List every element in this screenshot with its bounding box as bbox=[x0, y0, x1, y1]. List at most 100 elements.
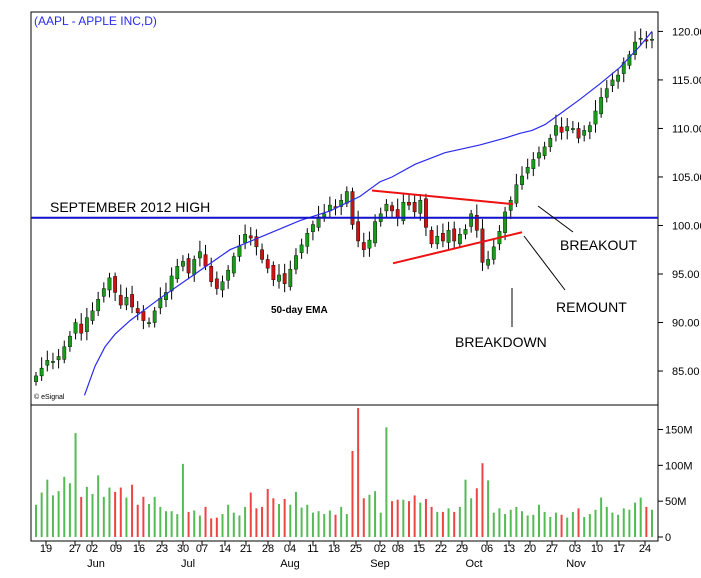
candle-body bbox=[214, 278, 219, 289]
volume-bar bbox=[537, 504, 540, 537]
volume-panel bbox=[30, 404, 659, 542]
candle-body bbox=[576, 128, 581, 139]
price-tick-label: 115.00 bbox=[672, 75, 701, 87]
candle-body bbox=[231, 256, 236, 274]
volume-bar bbox=[600, 497, 603, 537]
candle-body bbox=[294, 255, 298, 270]
volume-bar bbox=[588, 514, 591, 537]
month-label: Sep bbox=[370, 558, 390, 570]
volume-bar bbox=[458, 506, 461, 537]
candle-body bbox=[542, 146, 547, 156]
volume-bar bbox=[628, 509, 631, 537]
breakout-pointer bbox=[537, 205, 574, 233]
candle-body bbox=[90, 310, 95, 321]
volume-bar bbox=[611, 512, 614, 537]
date-tick-label: 07 bbox=[196, 543, 208, 555]
volume-bar bbox=[102, 496, 105, 537]
date-tick-label: 19 bbox=[40, 543, 52, 555]
volume-bar bbox=[622, 508, 625, 537]
volume-bar bbox=[639, 497, 642, 537]
volume-bar bbox=[374, 491, 377, 537]
candle-body bbox=[503, 211, 507, 233]
candle-body bbox=[508, 200, 513, 211]
price-axis: 120.00 115.00 110.00 105.00 100.00 95.00 90.00… bbox=[658, 26, 701, 378]
volume-bar bbox=[571, 511, 574, 537]
candle-body bbox=[463, 229, 468, 235]
september-2012-high-label: SEPTEMBER 2012 HIGH bbox=[50, 199, 210, 215]
volume-bar bbox=[554, 512, 557, 537]
ema-50-line bbox=[83, 31, 653, 396]
candle-body bbox=[305, 233, 310, 247]
volume-bar bbox=[40, 492, 43, 537]
candle-body bbox=[39, 367, 44, 377]
candle-body bbox=[248, 235, 253, 239]
date-tick-label: 15 bbox=[413, 543, 425, 555]
remount-pointer bbox=[523, 235, 566, 291]
candle-body bbox=[384, 203, 389, 212]
candle-body bbox=[311, 224, 315, 232]
candle-body bbox=[271, 265, 276, 281]
volume-bar bbox=[306, 504, 309, 537]
price-tick-label: 110.00 bbox=[672, 123, 701, 135]
candle-body bbox=[34, 375, 38, 382]
volume-bar bbox=[492, 512, 495, 537]
volume-bar bbox=[328, 510, 331, 537]
volume-bar bbox=[453, 511, 456, 537]
volume-tick-label: 50M bbox=[665, 496, 686, 508]
candle-body bbox=[548, 137, 553, 148]
candle-body bbox=[62, 346, 67, 360]
volume-bar bbox=[244, 506, 247, 537]
volume-bar bbox=[131, 484, 134, 537]
date-tick-label: 29 bbox=[456, 543, 468, 555]
volume-bar bbox=[74, 433, 77, 537]
candle-body bbox=[124, 297, 129, 306]
volume-bar bbox=[566, 517, 569, 537]
volume-bar bbox=[159, 506, 162, 537]
candle-body bbox=[73, 322, 78, 334]
price-tick-label: 85.00 bbox=[672, 366, 700, 378]
volume-bar bbox=[170, 511, 173, 537]
candle-body bbox=[480, 228, 485, 263]
candle-body bbox=[570, 128, 575, 130]
candle-body bbox=[186, 258, 191, 274]
volume-bar bbox=[198, 515, 201, 537]
month-label: Jun bbox=[87, 558, 105, 570]
volume-bar bbox=[481, 463, 484, 537]
volume-bar bbox=[125, 497, 128, 537]
volume-bar bbox=[272, 498, 275, 537]
date-tick-label: 08 bbox=[392, 543, 404, 555]
volume-bar bbox=[379, 512, 382, 537]
candle-body bbox=[610, 79, 615, 86]
volume-bar bbox=[153, 496, 156, 537]
candle-body bbox=[367, 239, 372, 249]
candle-body bbox=[582, 130, 587, 136]
candle-body bbox=[344, 191, 349, 204]
volume-bar bbox=[51, 495, 54, 537]
volume-bar bbox=[504, 514, 507, 537]
volume-bar bbox=[605, 506, 608, 537]
breakout-label: BREAKOUT bbox=[560, 237, 637, 253]
volume-bar bbox=[266, 488, 269, 537]
candle-body bbox=[565, 126, 570, 132]
candle-body bbox=[101, 288, 106, 297]
candle-body bbox=[452, 228, 457, 242]
month-label: Oct bbox=[465, 558, 482, 570]
volume-series bbox=[35, 408, 653, 537]
date-tick-label: 20 bbox=[524, 543, 536, 555]
remount-label: REMOUNT bbox=[556, 299, 627, 315]
candle-body bbox=[587, 125, 592, 133]
candle-body bbox=[164, 292, 168, 300]
candle-body bbox=[68, 335, 72, 347]
volume-bar bbox=[63, 476, 66, 537]
volume-bar bbox=[430, 506, 433, 537]
volume-bar bbox=[436, 511, 439, 537]
date-tick-label: 25 bbox=[350, 543, 362, 555]
volume-bar bbox=[46, 479, 49, 537]
candle-body bbox=[638, 38, 643, 40]
volume-bar bbox=[441, 511, 444, 537]
volume-bar bbox=[594, 509, 597, 537]
candle-body bbox=[260, 249, 264, 260]
volume-bar bbox=[181, 463, 184, 537]
volume-bar bbox=[509, 509, 512, 537]
